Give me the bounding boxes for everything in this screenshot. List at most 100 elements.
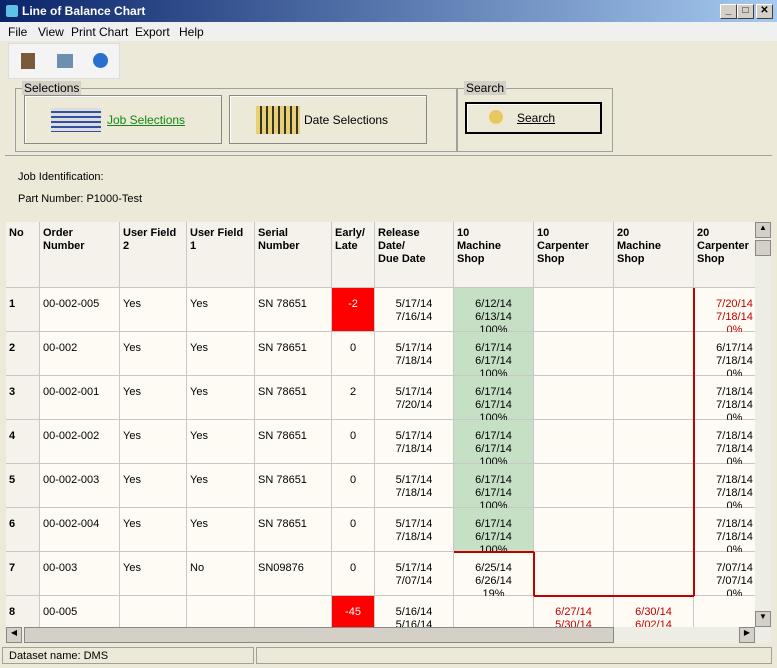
row-header[interactable]: 3 [6, 376, 40, 420]
button-label: Search [517, 111, 556, 125]
button-label: Date Selections [304, 113, 389, 127]
grid-cell: 5/16/14 5/16/14 [375, 596, 454, 627]
column-header[interactable]: 10 Carpenter Shop [534, 222, 614, 288]
job-selections-button[interactable]: Job Selections [24, 95, 222, 144]
vertical-scrollbar[interactable]: ▲ ▼ [755, 222, 771, 627]
grid-cell: 6/25/14 6/26/14 19% [454, 552, 534, 600]
job-icon [51, 108, 101, 132]
grid-cell: -2 [332, 288, 375, 332]
grid-cell: 7/20/14 7/18/14 0% [694, 288, 755, 336]
grid-cell: Yes [120, 464, 187, 508]
grid-cell: 5/17/14 7/18/14 [375, 508, 454, 552]
grid-cell: Yes [187, 420, 255, 464]
grid-cell [187, 596, 255, 627]
grid-cell: 5/17/14 7/20/14 [375, 376, 454, 420]
menu-item[interactable]: File [8, 25, 28, 39]
grid-cell: 7/07/14 7/07/14 0% [694, 552, 755, 600]
grid-cell: SN 78651 [255, 420, 332, 464]
part-number: Part Number: P1000-Test [18, 193, 143, 205]
column-header[interactable]: User Field 1 [187, 222, 255, 288]
search-button[interactable]: Search [465, 102, 602, 134]
row-header[interactable]: 7 [6, 552, 40, 596]
grid-cell: 6/17/14 7/18/14 0% [694, 332, 755, 380]
report-icon[interactable] [57, 54, 73, 68]
column-header[interactable]: No [6, 222, 40, 288]
search-icon [489, 110, 503, 124]
grid-cell [534, 508, 614, 552]
minimize-button[interactable]: _ [720, 4, 737, 19]
menu-item[interactable]: View [38, 25, 64, 39]
grid-cell: Yes [120, 332, 187, 376]
grid-cell: 00-002-005 [40, 288, 120, 332]
grid-cell: 00-002 [40, 332, 120, 376]
row-header[interactable]: 2 [6, 332, 40, 376]
menu-item[interactable]: Export [135, 25, 170, 39]
grid-cell [614, 464, 694, 508]
column-header[interactable]: 10 Machine Shop [454, 222, 534, 288]
row-header[interactable]: 1 [6, 288, 40, 332]
row-header[interactable]: 5 [6, 464, 40, 508]
grid-cell: 5/17/14 7/18/14 [375, 464, 454, 508]
title-bar: Line of Balance Chart _ □ ✕ [0, 0, 777, 22]
grid-cell [534, 420, 614, 464]
grid-cell: 6/17/14 6/17/14 100% [454, 376, 534, 424]
column-header[interactable]: User Field 2 [120, 222, 187, 288]
menu-item[interactable]: Help [179, 25, 204, 39]
exit-icon[interactable] [21, 53, 35, 69]
status-bar: Dataset name: DMS [2, 647, 254, 664]
grid-cell [614, 420, 694, 464]
row-header[interactable]: 4 [6, 420, 40, 464]
calendar-icon [256, 106, 300, 134]
grid-cell: 00-005 [40, 596, 120, 627]
grid-cell [534, 552, 614, 596]
grid-cell: 0 [332, 508, 375, 552]
grid-cell: SN09876 [255, 552, 332, 596]
row-header[interactable]: 8 [6, 596, 40, 627]
grid-cell: Yes [120, 420, 187, 464]
search-group [457, 88, 613, 152]
grid-cell [694, 596, 755, 627]
column-header[interactable]: 20 Carpenter Shop [694, 222, 755, 288]
grid-cell: 6/17/14 6/17/14 100% [454, 464, 534, 512]
close-button[interactable]: ✕ [756, 4, 773, 19]
late-boundary [693, 288, 695, 596]
date-selections-button[interactable]: Date Selections [229, 95, 427, 144]
grid-cell [534, 464, 614, 508]
grid-cell [120, 596, 187, 627]
row-header[interactable]: 6 [6, 508, 40, 552]
menu-bar: File View Print Chart Export Help [0, 22, 777, 41]
grid-cell: Yes [187, 376, 255, 420]
grid-cell: SN 78651 [255, 288, 332, 332]
help-icon[interactable] [93, 53, 108, 68]
grid-cell: Yes [120, 376, 187, 420]
column-header[interactable]: Early/ Late [332, 222, 375, 288]
grid-cell: SN 78651 [255, 332, 332, 376]
grid-cell [534, 332, 614, 376]
dataset-name: Dataset name: DMS [9, 650, 109, 662]
grid-cell: 0 [332, 464, 375, 508]
grid-cell [614, 508, 694, 552]
grid-cell: 00-003 [40, 552, 120, 596]
grid-cell: Yes [120, 508, 187, 552]
menu-item[interactable]: Print Chart [71, 25, 129, 39]
grid-cell: 00-002-002 [40, 420, 120, 464]
grid-cell: 6/30/14 6/02/14 [614, 596, 694, 627]
horizontal-scrollbar[interactable]: ◀ ▶ [6, 627, 771, 643]
column-header[interactable]: 20 Machine Shop [614, 222, 694, 288]
late-boundary [454, 551, 534, 553]
grid-cell: 00-002-004 [40, 508, 120, 552]
column-header[interactable]: Order Number [40, 222, 120, 288]
maximize-button[interactable]: □ [737, 4, 754, 19]
grid-cell [614, 288, 694, 332]
group-label: Selections [22, 81, 82, 95]
grid-cell: Yes [120, 552, 187, 596]
grid-cell: SN 78651 [255, 376, 332, 420]
grid-cell: 5/17/14 7/07/14 [375, 552, 454, 596]
column-header[interactable]: Serial Number [255, 222, 332, 288]
column-header[interactable]: Release Date/ Due Date [375, 222, 454, 288]
grid-cell: Yes [187, 464, 255, 508]
grid-cell [454, 596, 534, 627]
grid-cell: Yes [120, 288, 187, 332]
grid-cell: 7/18/14 7/18/14 0% [694, 508, 755, 556]
grid-cell: 5/17/14 7/18/14 [375, 420, 454, 464]
